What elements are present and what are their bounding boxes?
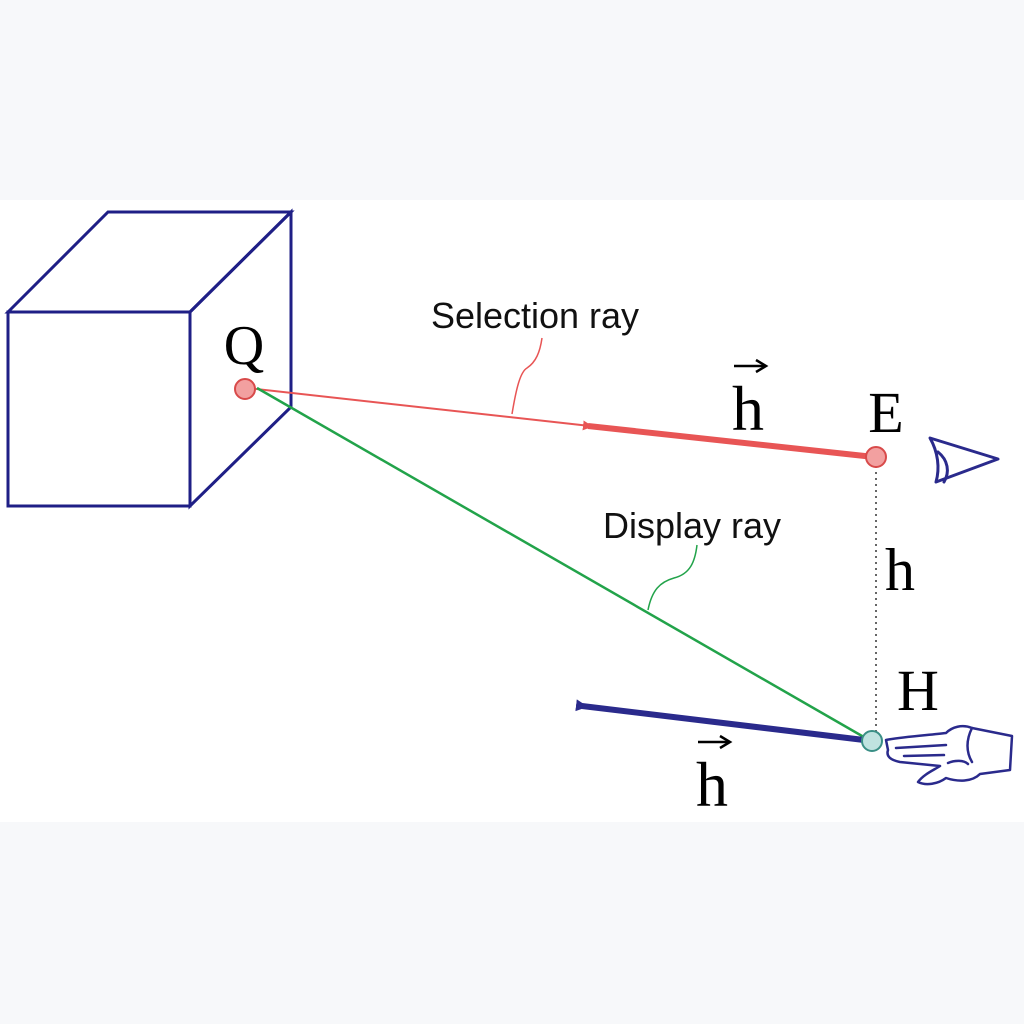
label-display-ray: Display ray: [603, 505, 781, 546]
diagram-panel: [0, 200, 1024, 822]
display-ray-line: [256, 386, 870, 742]
label-point-h: H: [897, 658, 939, 723]
eye-icon: [928, 436, 1000, 484]
point-q-marker: [234, 378, 256, 400]
label-selection-ray: Selection ray: [431, 295, 639, 336]
vector-h-top-letter: h: [732, 373, 764, 444]
label-vector-h-bottom: h: [696, 734, 733, 820]
vector-h-bottom-accent-head: [719, 734, 733, 750]
pointing-hand-icon: [884, 724, 1014, 786]
bottom-band: [0, 822, 1024, 1024]
label-distance-h: h: [885, 537, 915, 603]
label-vector-h-top: h: [732, 358, 769, 444]
hand-vector-arrow: [575, 699, 865, 743]
top-band: [0, 0, 1024, 200]
point-e-marker: [865, 446, 887, 468]
selection-ray-line: [246, 387, 591, 427]
selection-vector-arrow: [582, 420, 875, 460]
selection-ray-callout: [511, 337, 543, 415]
vector-h-bottom-letter: h: [696, 749, 728, 820]
vector-h-top-accent-head: [755, 358, 769, 374]
label-point-e: E: [868, 380, 903, 445]
display-ray-callout: [647, 544, 698, 611]
label-point-q: Q: [224, 315, 264, 377]
point-h-marker: [861, 730, 883, 752]
